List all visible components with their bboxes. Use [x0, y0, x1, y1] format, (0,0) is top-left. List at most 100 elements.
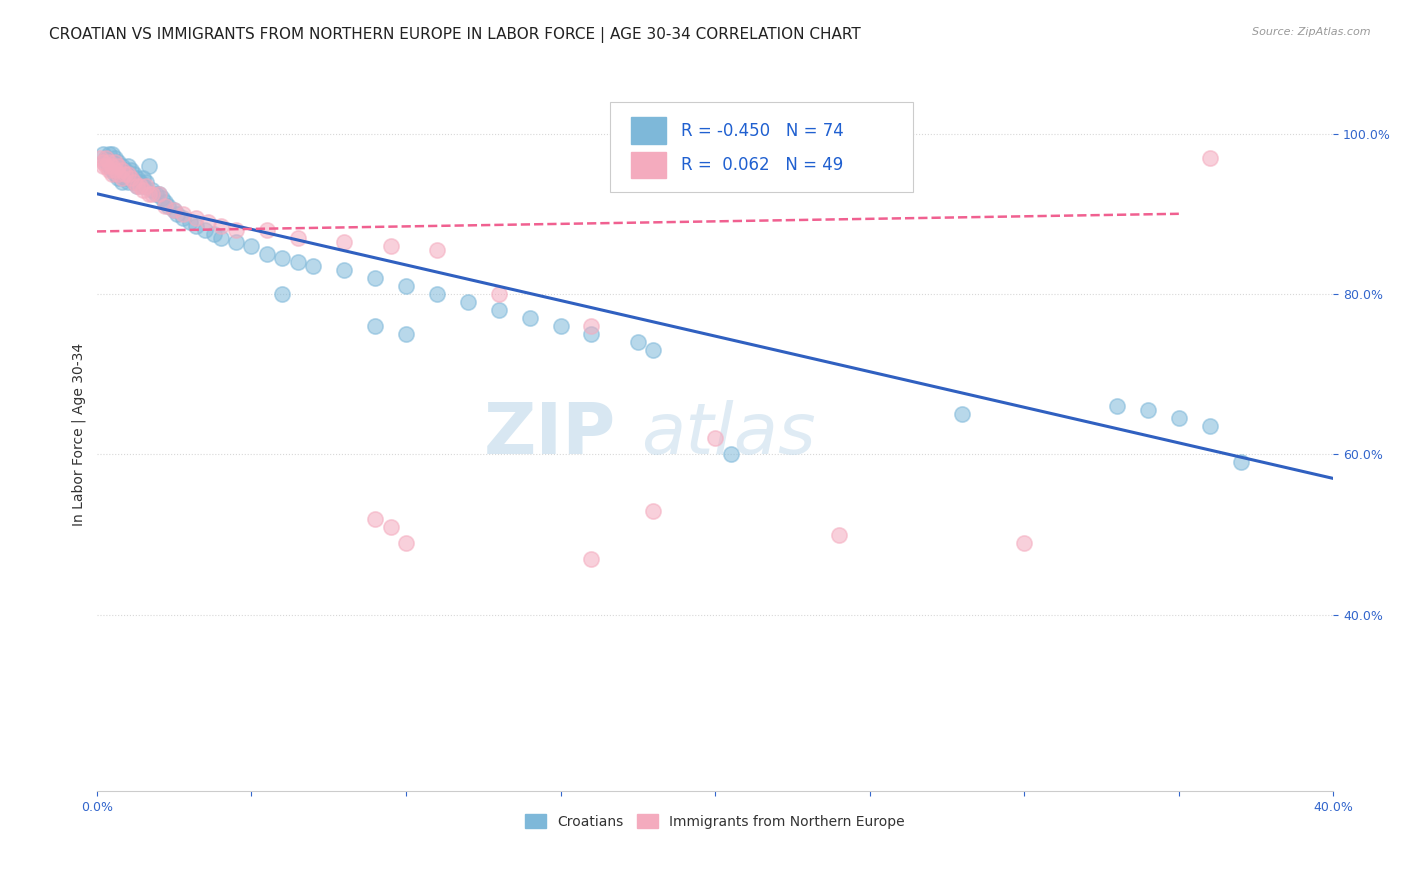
- Point: [271, 251, 294, 265]
- Point: [1136, 403, 1159, 417]
- Point: [117, 159, 139, 173]
- Point: [129, 178, 152, 193]
- Point: [91, 159, 114, 173]
- Point: [98, 159, 121, 173]
- Point: [333, 263, 356, 277]
- Text: Source: ZipAtlas.com: Source: ZipAtlas.com: [1253, 27, 1371, 37]
- Point: [117, 167, 139, 181]
- Point: [225, 223, 247, 237]
- Point: [101, 159, 124, 173]
- Point: [581, 551, 603, 566]
- Point: [110, 159, 132, 173]
- Point: [302, 259, 325, 273]
- Point: [153, 199, 176, 213]
- Point: [380, 239, 402, 253]
- Point: [107, 170, 129, 185]
- Point: [104, 154, 127, 169]
- Point: [148, 186, 170, 201]
- Point: [828, 527, 851, 541]
- Point: [581, 319, 603, 334]
- Point: [141, 183, 163, 197]
- Point: [101, 162, 124, 177]
- Point: [120, 162, 142, 177]
- Text: ZIP: ZIP: [484, 400, 616, 469]
- Point: [271, 287, 294, 301]
- Point: [172, 207, 194, 221]
- Point: [184, 211, 207, 225]
- Point: [166, 207, 188, 221]
- Point: [107, 167, 129, 181]
- Point: [138, 159, 160, 173]
- Point: [135, 175, 157, 189]
- Point: [720, 447, 742, 461]
- Point: [122, 175, 145, 189]
- Point: [287, 255, 309, 269]
- Point: [138, 186, 160, 201]
- Text: CROATIAN VS IMMIGRANTS FROM NORTHERN EUROPE IN LABOR FORCE | AGE 30-34 CORRELATI: CROATIAN VS IMMIGRANTS FROM NORTHERN EUR…: [49, 27, 860, 43]
- Point: [101, 154, 124, 169]
- Text: R =  0.062   N = 49: R = 0.062 N = 49: [681, 156, 842, 174]
- Point: [1167, 411, 1189, 425]
- Point: [256, 247, 278, 261]
- Point: [110, 170, 132, 185]
- Point: [153, 194, 176, 209]
- Point: [114, 162, 136, 177]
- Point: [581, 327, 603, 342]
- Point: [172, 211, 194, 225]
- Point: [104, 159, 127, 173]
- Point: [395, 327, 418, 342]
- Text: atlas: atlas: [641, 400, 815, 469]
- Point: [114, 167, 136, 181]
- Point: [148, 186, 170, 201]
- Point: [952, 407, 974, 421]
- Point: [101, 146, 124, 161]
- Point: [426, 287, 449, 301]
- Point: [104, 162, 127, 177]
- Point: [184, 219, 207, 233]
- Point: [104, 167, 127, 181]
- Point: [135, 178, 157, 193]
- Point: [122, 167, 145, 181]
- Point: [380, 519, 402, 533]
- Y-axis label: In Labor Force | Age 30-34: In Labor Force | Age 30-34: [72, 343, 86, 526]
- Point: [107, 162, 129, 177]
- Point: [98, 162, 121, 177]
- Point: [627, 335, 650, 350]
- Point: [519, 311, 541, 326]
- Point: [94, 154, 117, 169]
- Point: [1229, 455, 1251, 469]
- Point: [89, 151, 111, 165]
- Point: [114, 170, 136, 185]
- Point: [141, 186, 163, 201]
- Point: [1198, 151, 1220, 165]
- Point: [122, 175, 145, 189]
- Point: [125, 170, 148, 185]
- Point: [202, 227, 225, 241]
- Point: [94, 159, 117, 173]
- Point: [94, 151, 117, 165]
- Point: [120, 170, 142, 185]
- Point: [240, 239, 263, 253]
- Point: [333, 235, 356, 249]
- Point: [156, 199, 179, 213]
- Point: [209, 219, 232, 233]
- Point: [704, 431, 727, 445]
- Text: R = -0.450   N = 74: R = -0.450 N = 74: [681, 121, 844, 140]
- Point: [364, 319, 387, 334]
- Point: [643, 503, 665, 517]
- Legend: Croatians, Immigrants from Northern Europe: Croatians, Immigrants from Northern Euro…: [520, 808, 911, 834]
- Point: [1012, 535, 1035, 549]
- Point: [120, 170, 142, 185]
- Point: [145, 186, 167, 201]
- Point: [488, 303, 510, 318]
- Point: [150, 191, 173, 205]
- Point: [104, 151, 127, 165]
- Point: [426, 243, 449, 257]
- Point: [364, 511, 387, 525]
- Point: [163, 202, 186, 217]
- Point: [550, 319, 572, 334]
- Point: [197, 215, 219, 229]
- Point: [643, 343, 665, 358]
- Point: [129, 175, 152, 189]
- Point: [98, 146, 121, 161]
